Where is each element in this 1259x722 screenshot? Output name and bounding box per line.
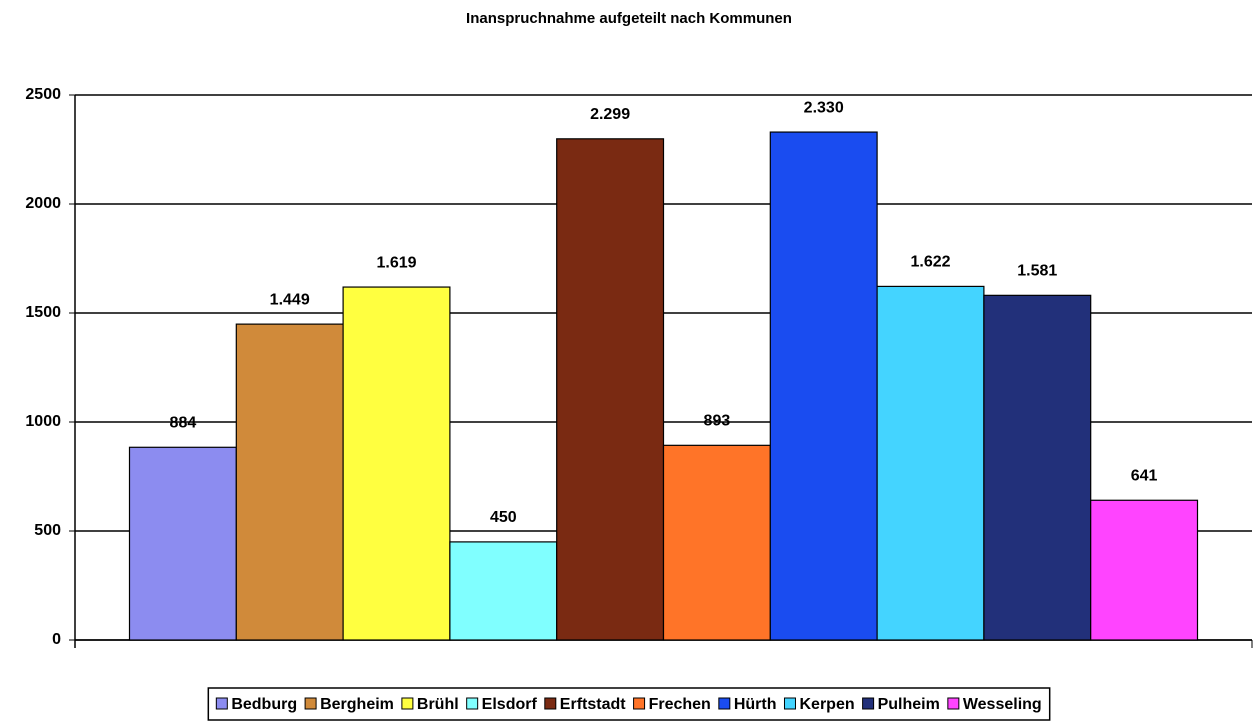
legend-swatch — [401, 697, 414, 710]
legend-label: Pulheim — [878, 696, 940, 713]
legend-label: Frechen — [649, 696, 711, 713]
data-label: 1.619 — [376, 254, 416, 271]
y-tick-label: 500 — [34, 522, 61, 539]
legend-label: Bergheim — [320, 696, 394, 713]
bar — [1090, 499, 1199, 641]
data-label: 2.330 — [804, 99, 844, 116]
legend-box — [207, 687, 1051, 721]
bar — [128, 446, 237, 641]
y-tick-label: 1000 — [25, 413, 61, 430]
legend-swatch — [718, 697, 731, 710]
legend-label: Brühl — [417, 696, 459, 713]
data-label: 1.581 — [1017, 263, 1057, 280]
legend-label: Erftstadt — [560, 696, 626, 713]
y-tick-label: 0 — [52, 631, 61, 648]
data-label: 2.299 — [590, 106, 630, 123]
legend-swatch — [783, 697, 796, 710]
legend-swatch — [947, 697, 960, 710]
legend-label: Bedburg — [231, 696, 297, 713]
bar — [662, 444, 771, 641]
y-tick-label: 2000 — [25, 195, 61, 212]
data-label: 884 — [170, 415, 197, 432]
bar — [449, 541, 558, 641]
bar — [769, 131, 878, 641]
legend-label: Elsdorf — [482, 696, 538, 713]
legend-swatch — [304, 697, 317, 710]
bar — [983, 294, 1092, 641]
legend: Bedburg Bergheim Brühl Elsdorf Erftstadt Frec… — [215, 696, 1042, 713]
bar — [876, 285, 985, 641]
chart-title: Inanspruchnahme aufgeteilt nach Kommunen — [466, 10, 792, 27]
legend-swatch — [862, 697, 875, 710]
data-label: 893 — [704, 413, 731, 430]
data-label: 641 — [1131, 467, 1158, 484]
y-tick-label: 2500 — [25, 86, 61, 103]
bar — [235, 323, 344, 641]
data-label: 1.622 — [910, 254, 950, 271]
data-label: 450 — [490, 509, 517, 526]
y-tick-label: 1500 — [25, 304, 61, 321]
legend-swatch — [466, 697, 479, 710]
data-label: 1.449 — [270, 291, 310, 308]
legend-swatch — [215, 697, 228, 710]
legend-swatch — [633, 697, 646, 710]
legend-label: Hürth — [734, 696, 777, 713]
bar — [556, 138, 665, 641]
legend-swatch — [544, 697, 557, 710]
legend-label: Kerpen — [799, 696, 854, 713]
bar — [342, 286, 451, 641]
legend-label: Wesseling — [963, 696, 1042, 713]
